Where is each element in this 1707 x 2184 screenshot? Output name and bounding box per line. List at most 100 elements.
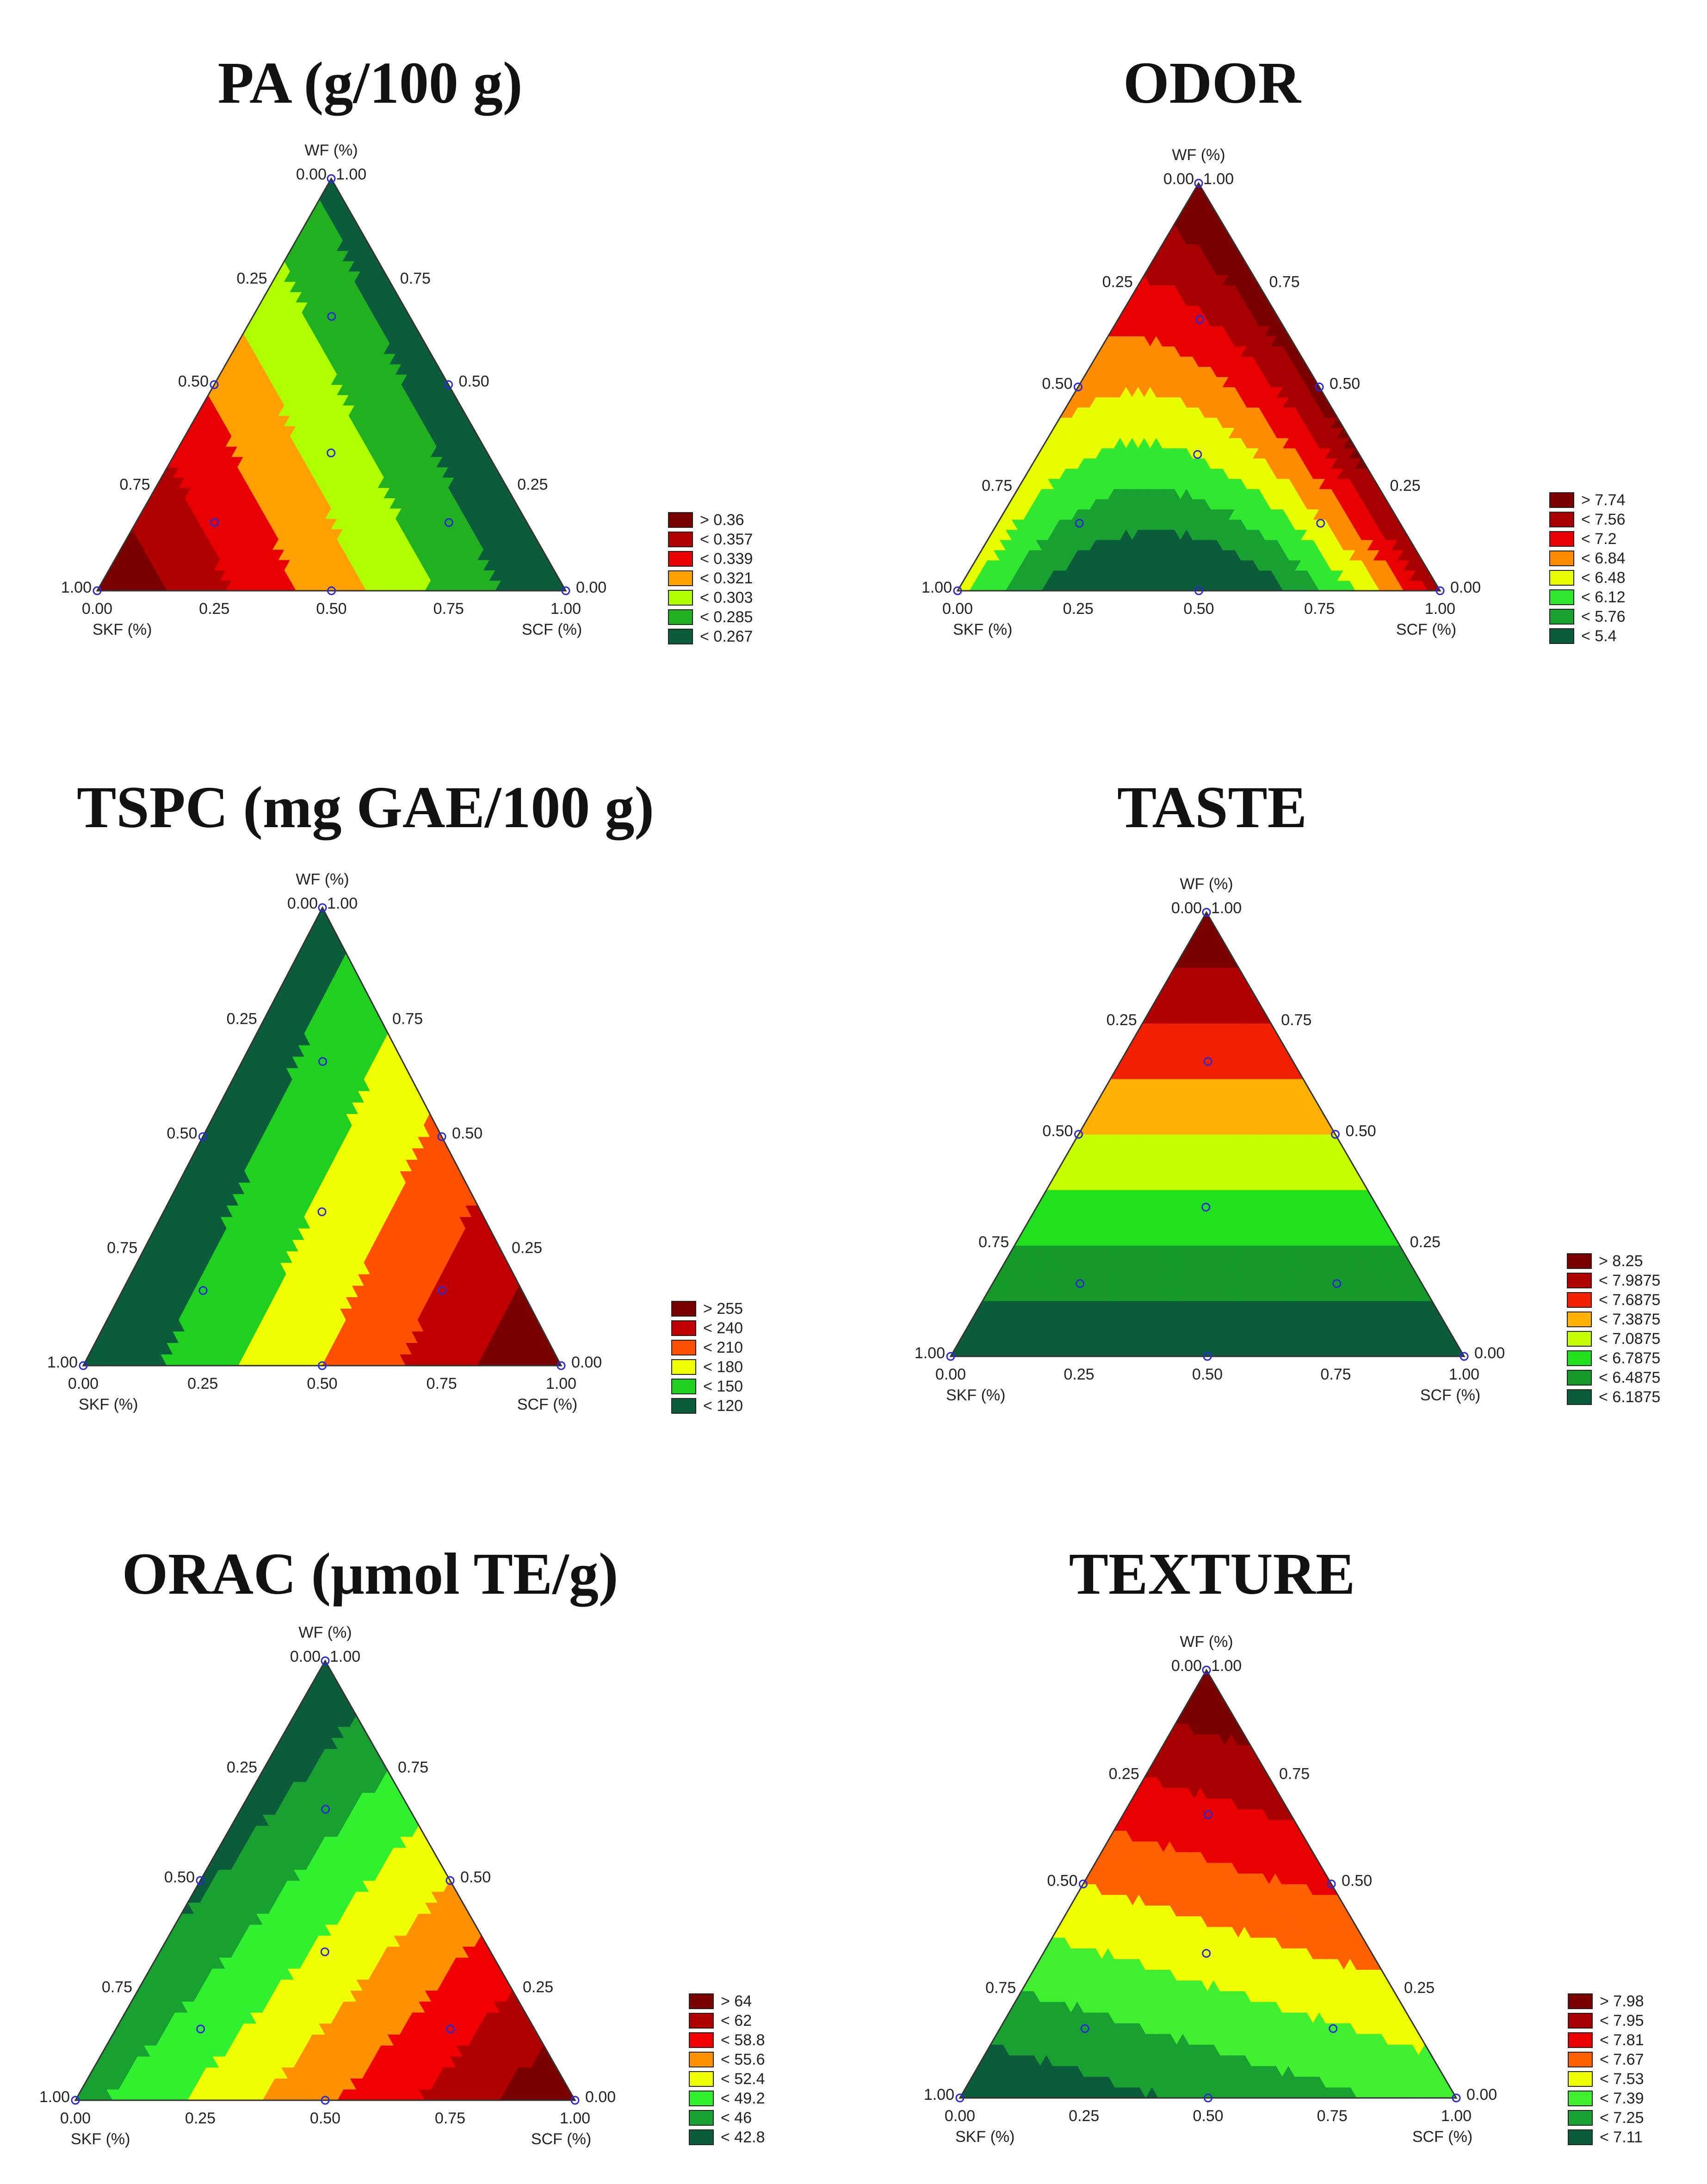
legend-label: < 7.2 xyxy=(1581,530,1617,548)
tick-label-bottom: 1.00 xyxy=(550,600,581,618)
legend-label: < 6.12 xyxy=(1581,588,1625,606)
design-point xyxy=(327,174,336,183)
legend-label: < 120 xyxy=(703,1397,743,1415)
legend-swatch xyxy=(668,609,693,625)
panel-taste: TASTE WF (%)SKF (%) SCF (%)0.00 0.25 0.50 0.… xyxy=(915,774,1660,1406)
tick-label-apex-right: 1.00 xyxy=(327,895,358,912)
tick-label-bottom: 0.50 xyxy=(316,600,346,618)
tick-label-left: 0.25 xyxy=(1102,273,1133,291)
legend-swatch xyxy=(671,1359,696,1375)
tick-label-left: 0.75 xyxy=(982,477,1012,495)
design-point xyxy=(1315,383,1324,391)
design-point xyxy=(210,380,219,389)
tick-label-left: 0.50 xyxy=(178,373,209,390)
axis-label-skf: SKF (%) xyxy=(953,621,1012,638)
legend-label: < 210 xyxy=(703,1339,743,1356)
tick-label-bottom: 1.00 xyxy=(546,1375,576,1392)
tick-label-bottom: 0.75 xyxy=(427,1375,457,1392)
design-point xyxy=(327,586,336,595)
design-point xyxy=(953,586,962,595)
tick-label-bottom: 0.75 xyxy=(1304,600,1335,618)
tick-label-apex-left: 0.00 xyxy=(296,166,327,183)
design-point xyxy=(1435,586,1445,595)
chart-title: PA (g/100 g) xyxy=(218,50,523,116)
design-point xyxy=(318,1361,327,1370)
design-point xyxy=(327,312,336,321)
tick-label-left: 1.00 xyxy=(922,579,952,596)
tick-label-right: 0.00 xyxy=(576,579,606,596)
legend-label: > 7.74 xyxy=(1581,491,1625,509)
legend-swatch xyxy=(1549,570,1574,586)
tick-label-bottom: 0.25 xyxy=(199,600,229,618)
tick-label-left: 1.00 xyxy=(61,579,92,596)
design-point xyxy=(1194,586,1203,595)
design-point xyxy=(557,1361,566,1370)
tick-label-right: 0.25 xyxy=(517,476,548,493)
legend-swatch xyxy=(668,532,693,547)
design-point xyxy=(317,1207,327,1216)
legend-swatch xyxy=(671,1320,696,1336)
triangle-border xyxy=(956,182,1441,592)
tick-label-apex-right: 1.00 xyxy=(336,166,366,183)
legend-label: < 0.321 xyxy=(700,569,753,587)
design-point xyxy=(444,380,453,389)
panel-tspc: TSPC (mg GAE/100 g) WF (%)SKF (%) SCF (%)… xyxy=(47,774,743,1415)
contour-surface xyxy=(97,179,566,591)
legend-label: < 0.285 xyxy=(700,608,753,626)
design-point xyxy=(318,1057,328,1066)
design-point xyxy=(210,518,219,527)
legend-swatch xyxy=(1549,628,1574,644)
legend-swatch xyxy=(1549,609,1574,625)
tick-label-bottom: 0.00 xyxy=(68,1375,99,1392)
tick-label-left: 0.50 xyxy=(167,1125,197,1142)
axis-label-skf: SKF (%) xyxy=(79,1396,138,1413)
legend-label: < 0.303 xyxy=(700,589,753,606)
design-point xyxy=(198,1286,208,1295)
design-point xyxy=(318,903,327,912)
legend-label: < 5.4 xyxy=(1581,627,1617,645)
axis-label-skf: SKF (%) xyxy=(93,621,152,638)
legend-label: > 0.36 xyxy=(700,511,744,529)
legend-swatch xyxy=(668,590,693,606)
legend-label: < 5.76 xyxy=(1581,608,1625,625)
design-point xyxy=(561,586,570,595)
design-point xyxy=(1316,519,1325,528)
legend-swatch xyxy=(671,1398,696,1414)
tick-label-right: 0.25 xyxy=(1390,477,1421,495)
panel-odor: ODOR WF (%)SKF (%) SCF (%)0.00 0.25 0.50 0.7… xyxy=(922,50,1626,645)
tick-label-bottom: 0.50 xyxy=(307,1375,337,1392)
legend-swatch xyxy=(1549,551,1574,566)
axis-label-scf: SCF (%) xyxy=(517,1396,577,1413)
chart-title: TASTE xyxy=(1117,774,1307,840)
design-point xyxy=(437,1132,446,1141)
design-point xyxy=(1195,315,1205,324)
contour-surface xyxy=(958,183,1440,591)
tick-label-apex-left: 0.00 xyxy=(287,895,318,912)
tick-label-bottom: 1.00 xyxy=(1425,600,1455,618)
tick-label-left: 0.50 xyxy=(1042,375,1072,393)
tick-label-bottom: 0.00 xyxy=(942,600,973,618)
axis-label-wf: WF (%) xyxy=(296,871,349,888)
legend-swatch xyxy=(1549,589,1574,605)
tick-label-bottom: 0.00 xyxy=(82,600,112,618)
legend-label: < 0.339 xyxy=(700,550,753,568)
design-point xyxy=(1193,450,1202,459)
contour-surface xyxy=(83,908,561,1366)
tick-label-apex-left: 0.00 xyxy=(1163,170,1194,188)
axis-label-scf: SCF (%) xyxy=(1396,621,1456,638)
tick-label-left: 0.25 xyxy=(227,1010,257,1028)
design-point xyxy=(1075,519,1084,528)
triangle-border xyxy=(96,177,567,592)
design-point xyxy=(79,1361,88,1370)
legend-swatch xyxy=(671,1340,696,1355)
tick-label-right: 0.00 xyxy=(571,1354,602,1371)
tick-label-right: 0.50 xyxy=(459,373,489,390)
axis-label-wf: WF (%) xyxy=(1172,146,1225,164)
tick-label-right: 0.00 xyxy=(1450,579,1481,596)
legend-label: < 6.84 xyxy=(1581,550,1625,567)
legend-swatch xyxy=(1549,531,1574,547)
tick-label-right: 0.25 xyxy=(512,1239,542,1257)
legend-swatch xyxy=(671,1379,696,1394)
legend-label: < 240 xyxy=(703,1319,743,1337)
tick-label-right: 0.50 xyxy=(1330,375,1360,393)
